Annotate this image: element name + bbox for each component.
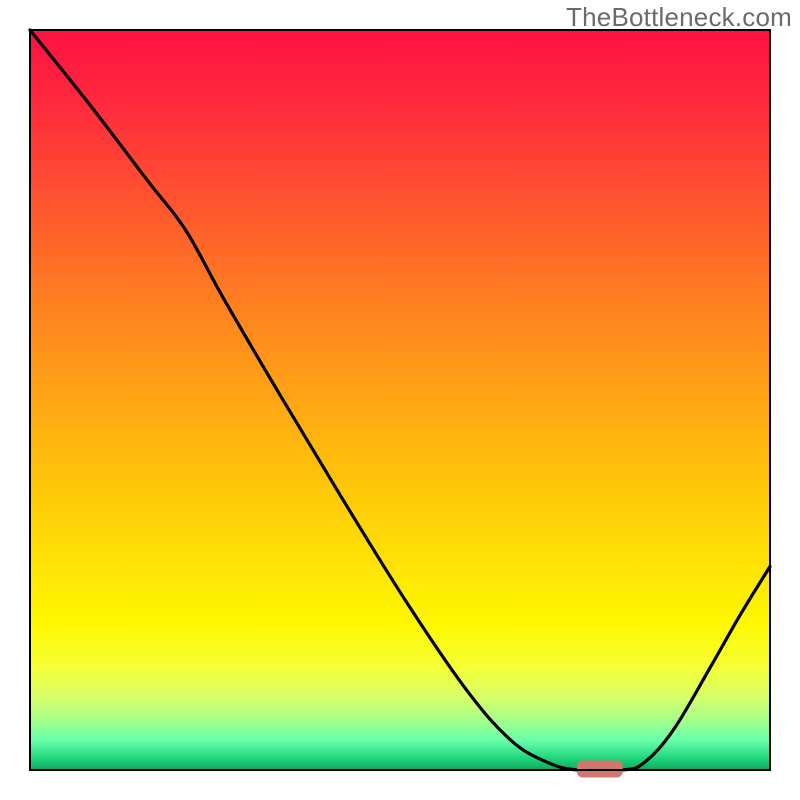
watermark-text: TheBottleneck.com [566,2,792,33]
plot-background [30,30,770,770]
chart-container: TheBottleneck.com [0,0,800,800]
bottleneck-chart [0,0,800,800]
